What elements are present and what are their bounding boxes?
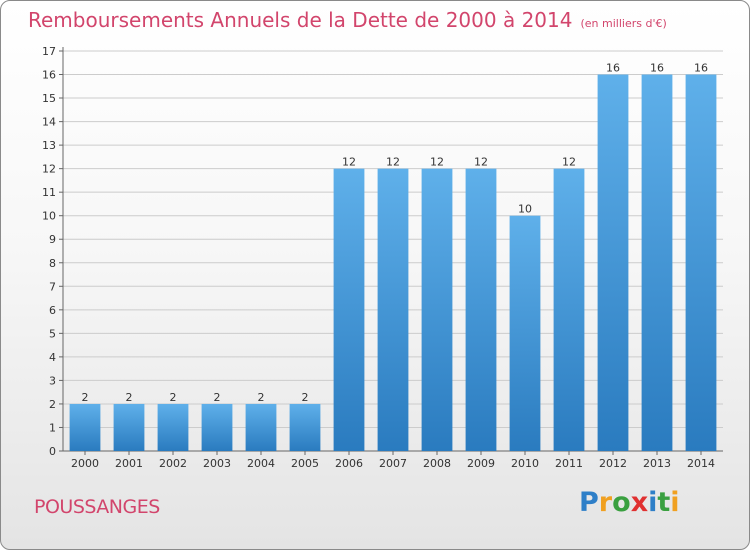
bar-value-label: 2 (82, 391, 89, 404)
logo-letter: P (579, 487, 599, 518)
x-tick-label: 2014 (687, 457, 715, 470)
logo-letter: r (598, 487, 613, 518)
bar (509, 215, 541, 451)
x-tick-label: 2001 (115, 457, 143, 470)
y-tick-label: 10 (42, 210, 56, 223)
x-tick-label: 2009 (467, 457, 495, 470)
y-tick-label: 11 (42, 186, 56, 199)
bar (553, 168, 585, 451)
logo-letter: x (630, 487, 649, 518)
y-tick-label: 6 (49, 304, 56, 317)
bar-value-label: 16 (694, 62, 708, 75)
bar-value-label: 16 (650, 62, 664, 75)
y-tick-label: 16 (42, 69, 56, 82)
bar-value-label: 2 (170, 391, 177, 404)
x-tick-label: 2011 (555, 457, 583, 470)
x-tick-label: 2000 (71, 457, 99, 470)
proxiti-logo: Proxiti (579, 487, 680, 518)
chart-subtitle: (en milliers d'€) (580, 17, 667, 30)
bar (245, 403, 277, 451)
x-tick-label: 2004 (247, 457, 275, 470)
chart-title-text: Remboursements Annuels de la Dette de 20… (28, 8, 573, 32)
x-tick-label: 2012 (599, 457, 627, 470)
logo-letter: i (670, 487, 680, 518)
y-tick-label: 5 (49, 327, 56, 340)
x-tick-label: 2005 (291, 457, 319, 470)
bar-value-label: 10 (518, 203, 532, 216)
bar-value-label: 12 (342, 156, 356, 169)
y-tick-label: 9 (49, 233, 56, 246)
bar-value-label: 12 (474, 156, 488, 169)
bar (377, 168, 409, 451)
bar (201, 403, 233, 451)
bar (333, 168, 365, 451)
x-tick-label: 2010 (511, 457, 539, 470)
bar (465, 168, 497, 451)
bar (69, 403, 101, 451)
y-tick-label: 3 (49, 374, 56, 387)
bar-value-label: 2 (126, 391, 133, 404)
y-tick-label: 12 (42, 163, 56, 176)
bar-value-label: 12 (430, 156, 444, 169)
y-tick-label: 13 (42, 139, 56, 152)
bar (641, 74, 673, 451)
chart-title: Remboursements Annuels de la Dette de 20… (28, 8, 667, 32)
x-tick-label: 2003 (203, 457, 231, 470)
y-tick-label: 8 (49, 257, 56, 270)
x-tick-label: 2006 (335, 457, 363, 470)
y-tick-label: 1 (49, 421, 56, 434)
bar-value-label: 12 (386, 156, 400, 169)
bar (157, 403, 189, 451)
logo-letter: o (612, 487, 631, 518)
y-tick-label: 4 (49, 351, 56, 364)
x-tick-label: 2013 (643, 457, 671, 470)
y-tick-label: 7 (49, 280, 56, 293)
commune-name: POUSSANGES (34, 496, 160, 518)
y-tick-label: 2 (49, 398, 56, 411)
x-tick-label: 2008 (423, 457, 451, 470)
y-tick-label: 14 (42, 116, 56, 129)
x-tick-label: 2007 (379, 457, 407, 470)
bar-value-label: 2 (302, 391, 309, 404)
bar (597, 74, 629, 451)
bar (421, 168, 453, 451)
bar (113, 403, 145, 451)
y-tick-label: 15 (42, 92, 56, 105)
bar (289, 403, 321, 451)
logo-letter: i (648, 487, 658, 518)
y-tick-label: 17 (42, 45, 56, 58)
y-tick-label: 0 (49, 445, 56, 458)
bar-value-label: 2 (258, 391, 265, 404)
bar-value-label: 12 (562, 156, 576, 169)
bar-value-label: 16 (606, 62, 620, 75)
bar-value-label: 2 (214, 391, 221, 404)
bar (685, 74, 717, 451)
logo-letter: t (657, 487, 671, 518)
x-tick-label: 2002 (159, 457, 187, 470)
